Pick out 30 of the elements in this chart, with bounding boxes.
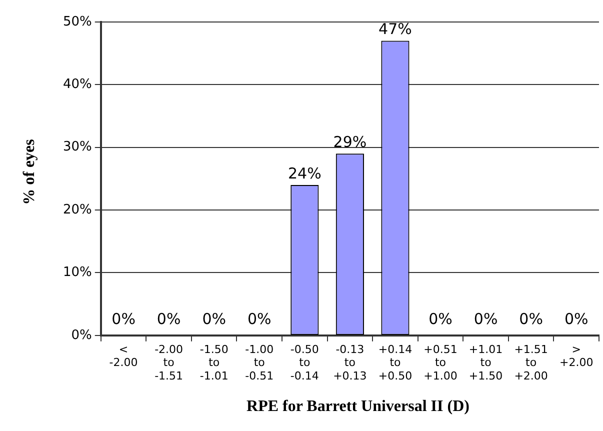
data-label: 0% xyxy=(202,310,226,328)
data-label: 0% xyxy=(112,310,136,328)
y-tick-label: 0% xyxy=(71,328,92,343)
x-tick-label: -2.00 to -1.51 xyxy=(154,342,184,382)
data-label: 0% xyxy=(247,310,272,328)
data-label: 0% xyxy=(519,310,543,328)
x-tick-label: +0.14 to +0.50 xyxy=(378,342,412,382)
data-label: 47% xyxy=(378,20,412,38)
y-tick-label: 30% xyxy=(62,140,92,155)
data-label: 0% xyxy=(474,310,498,328)
x-tick-label: +1.51 to +2.00 xyxy=(514,342,548,382)
data-label: 0% xyxy=(156,310,181,328)
x-tick-label: +0.51 to +1.00 xyxy=(424,342,458,382)
x-axis-title: RPE for Barrett Universal II (D) xyxy=(246,398,470,416)
data-label: 0% xyxy=(428,310,452,328)
y-tick-label: 50% xyxy=(62,14,92,30)
x-tick-label: -0.13 to +0.13 xyxy=(333,342,367,382)
x-tick-label: -1.00 to -0.51 xyxy=(245,342,274,382)
y-tick-label: 20% xyxy=(62,202,92,218)
x-tick-label: > +2.00 xyxy=(560,342,594,370)
x-tick-label: -1.50 to -1.01 xyxy=(200,342,228,382)
x-tick-label: < -2.00 xyxy=(109,342,138,370)
y-tick-label: 40% xyxy=(62,77,92,92)
data-label: 29% xyxy=(333,133,367,152)
y-tick-label: 10% xyxy=(62,265,92,280)
x-tick-label: +1.01 to +1.50 xyxy=(468,342,503,382)
data-label: 0% xyxy=(564,310,588,328)
y-axis-title: % of eyes xyxy=(21,139,39,205)
data-label: 24% xyxy=(288,164,322,182)
x-tick-label: -0.50 to -0.14 xyxy=(290,342,319,382)
